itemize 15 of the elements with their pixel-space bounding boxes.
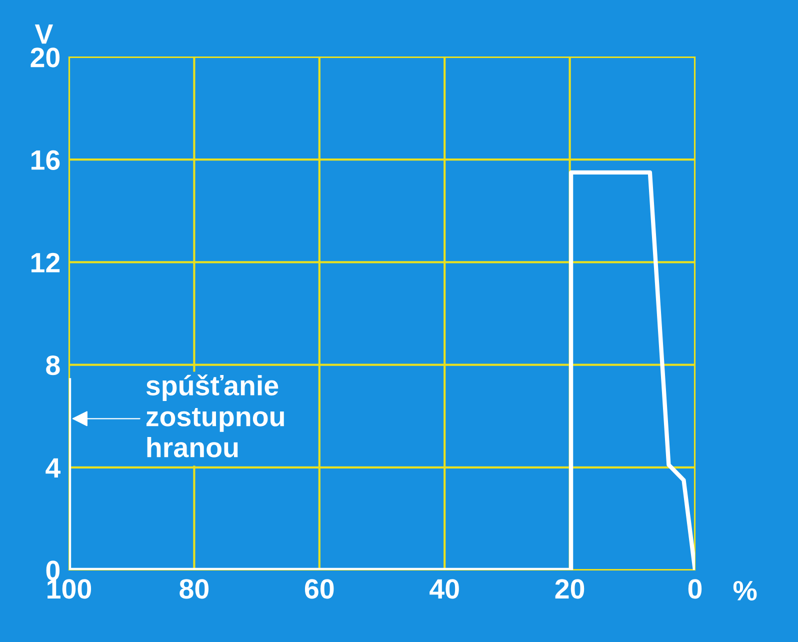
annotation: spúšťanie zostupnou hranou — [146, 374, 284, 458]
x-tick-label: 60 — [304, 579, 334, 599]
x-axis-title: % — [733, 580, 757, 600]
y-tick-label: 8 — [46, 355, 60, 376]
y-tick-label: 20 — [30, 48, 60, 68]
y-axis-title: V — [34, 24, 54, 44]
x-tick-label: 100 — [48, 579, 92, 599]
y-tick-label: 4 — [46, 458, 61, 478]
y-tick-label: 12 — [32, 252, 60, 272]
y-tick-label: 16 — [32, 150, 60, 170]
x-tick-label: 80 — [180, 579, 209, 599]
y-tick-label: 0 — [46, 560, 60, 580]
x-tick-label: 20 — [555, 579, 584, 599]
x-tick-label: 0 — [688, 579, 702, 599]
x-tick-label: 40 — [430, 579, 459, 599]
